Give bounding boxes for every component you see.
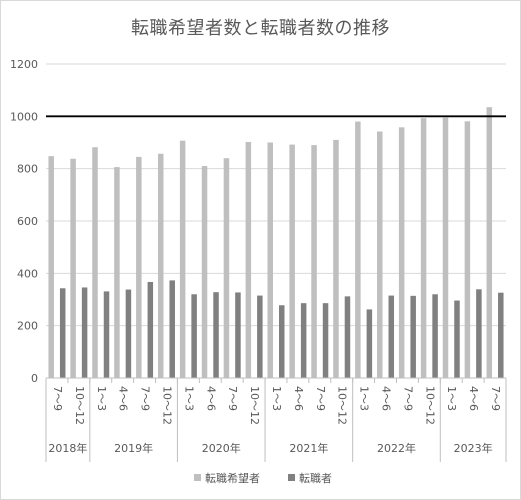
x-tick-label: 10～12 — [336, 386, 349, 425]
legend-swatch — [194, 474, 201, 481]
bar-applicants — [223, 158, 230, 378]
x-tick-label: 4～6 — [467, 386, 480, 411]
bar-changers — [432, 294, 438, 378]
bar-changers — [235, 292, 241, 378]
x-tick-label: 4～6 — [117, 386, 130, 411]
x-tick-label: 7～9 — [489, 386, 502, 411]
x-tick-label: 1～3 — [95, 386, 108, 411]
bar-changers — [191, 294, 197, 378]
bar-changers — [125, 289, 132, 378]
bar-applicants — [48, 156, 54, 378]
bar-changers — [169, 280, 175, 378]
legend-label: 転職希望者 — [205, 471, 260, 485]
year-group-label: 2018年 — [48, 441, 87, 455]
bar-changers — [300, 303, 307, 378]
bar-changers — [476, 289, 482, 378]
bar-applicants — [92, 147, 98, 378]
x-tick-label: 10～12 — [73, 386, 86, 425]
legend-swatch — [288, 474, 295, 481]
x-tick-label: 7～9 — [51, 386, 64, 411]
bar-changers — [366, 309, 373, 378]
legend: 転職希望者 転職者 — [194, 471, 332, 485]
bar-applicants — [289, 144, 295, 378]
y-tick-label: 400 — [17, 267, 38, 280]
x-tick-label: 4～6 — [380, 386, 393, 411]
bar-applicants — [201, 166, 208, 378]
bar-changers — [388, 295, 395, 378]
bar-applicants — [377, 131, 383, 378]
bar-applicants — [486, 107, 493, 379]
bar-changers — [410, 295, 416, 378]
chart-title: 転職希望者数と転職者数の推移 — [131, 18, 390, 39]
bar-applicants — [70, 158, 76, 378]
bar-changers — [322, 303, 329, 378]
y-tick-label: 200 — [17, 320, 38, 333]
bar-changers — [498, 292, 504, 378]
bar-changers — [279, 305, 285, 378]
x-axis: 7～9 10～12 1～3 4～6 7～9 10～12 1～3 4～6 7～9 10～12 1～3 4… — [45, 377, 507, 462]
bar-applicants — [442, 117, 449, 379]
bar-changers — [103, 291, 110, 378]
y-tick-label: 1000 — [10, 110, 38, 123]
bar-applicants — [355, 121, 361, 379]
year-group-label: 2022年 — [377, 441, 416, 455]
x-tick-label: 1～3 — [445, 386, 458, 411]
x-tick-label: 7～9 — [314, 386, 327, 411]
bar-applicants — [245, 141, 252, 378]
bar-applicants — [420, 118, 427, 378]
x-tick-label: 1～3 — [358, 386, 371, 411]
bar-applicants — [136, 156, 142, 378]
bar-changers — [59, 288, 66, 378]
year-group-label: 2021年 — [289, 441, 328, 455]
bar-applicants — [179, 140, 186, 378]
bar-applicants — [114, 167, 120, 378]
y-tick-label: 800 — [17, 163, 38, 176]
x-tick-label: 10～12 — [423, 386, 436, 425]
x-tick-label: 10～12 — [248, 386, 261, 425]
x-tick-label: 1～3 — [270, 386, 283, 411]
legend-label: 転職者 — [299, 472, 332, 485]
bar-changers — [81, 287, 88, 378]
bar-changers — [213, 292, 219, 378]
x-tick-label: 1～3 — [182, 386, 195, 411]
bar-applicants — [311, 145, 317, 378]
year-group-label: 2023年 — [454, 441, 493, 455]
y-tick-label: 1200 — [10, 58, 38, 71]
bar-changers — [344, 296, 351, 378]
x-tick-label: 7～9 — [401, 386, 414, 411]
bar-applicants — [398, 127, 405, 378]
x-tick-label: 7～9 — [139, 386, 152, 411]
bar-applicants — [157, 153, 164, 378]
y-axis-tick-labels: 0 200 400 600 800 1000 1200 — [10, 58, 38, 385]
bars — [48, 107, 504, 379]
bar-applicants — [333, 139, 339, 378]
y-tick-label: 600 — [17, 215, 38, 228]
x-tick-label: 7～9 — [226, 386, 239, 411]
bar-applicants — [267, 142, 273, 378]
y-tick-label: 0 — [31, 372, 38, 385]
x-tick-label: 10～12 — [160, 386, 173, 425]
bar-changers — [257, 295, 263, 378]
bar-changers — [454, 300, 460, 378]
x-tick-label: 4～6 — [292, 386, 305, 411]
year-group-label: 2020年 — [202, 441, 241, 455]
year-group-label: 2019年 — [114, 441, 153, 455]
bar-changers — [147, 281, 154, 378]
bar-applicants — [464, 121, 471, 379]
x-tick-label: 4～6 — [204, 386, 217, 411]
